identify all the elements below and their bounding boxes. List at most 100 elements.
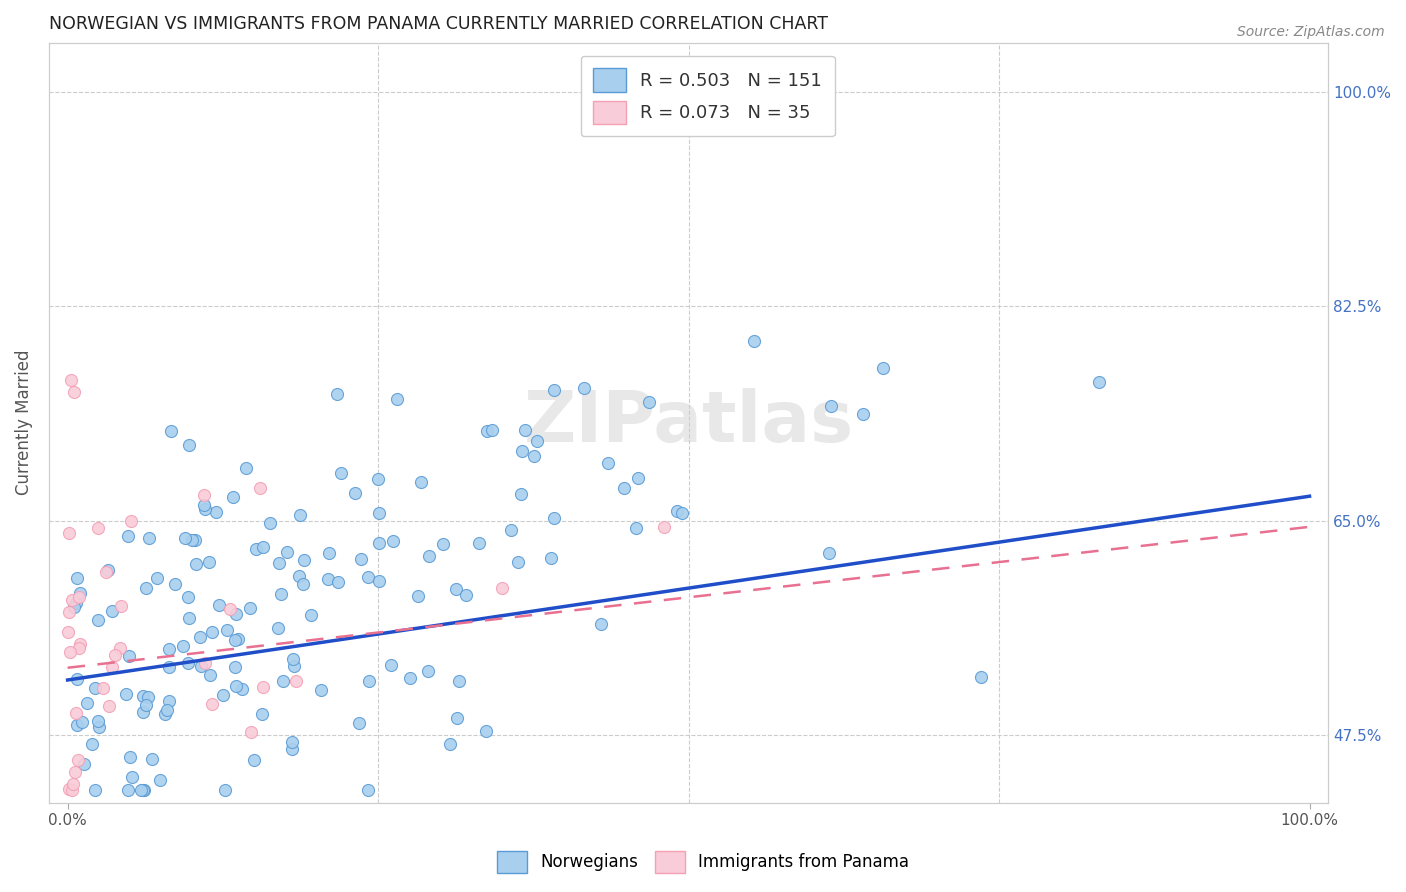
- Point: [329, 466, 352, 480]
- Point: [501, 523, 523, 537]
- Point: [60, 373, 83, 387]
- Point: [66, 753, 89, 767]
- Point: [368, 536, 391, 550]
- Point: [226, 632, 249, 647]
- Point: [83, 783, 105, 797]
- Point: [357, 783, 380, 797]
- Point: [190, 658, 212, 673]
- Point: [292, 553, 315, 567]
- Point: [148, 772, 170, 787]
- Point: [101, 659, 124, 673]
- Point: [94, 565, 117, 579]
- Point: [138, 531, 160, 545]
- Point: [76, 696, 98, 710]
- Point: [222, 490, 245, 504]
- Point: [852, 407, 875, 421]
- Point: [288, 569, 311, 583]
- Point: [367, 472, 389, 486]
- Point: [193, 498, 215, 512]
- Point: [522, 449, 544, 463]
- Point: [110, 599, 132, 614]
- Point: [104, 648, 127, 663]
- Point: [326, 574, 349, 589]
- Point: [267, 621, 290, 635]
- Point: [509, 487, 531, 501]
- Point: [184, 557, 207, 571]
- Point: [224, 660, 246, 674]
- Point: [439, 737, 461, 751]
- Point: [65, 596, 87, 610]
- Point: [177, 590, 200, 604]
- Point: [249, 481, 271, 495]
- Point: [132, 783, 155, 797]
- Point: [444, 582, 467, 596]
- Point: [58, 782, 80, 797]
- Point: [252, 540, 274, 554]
- Point: [350, 552, 373, 566]
- Point: [208, 598, 231, 612]
- Point: [481, 424, 503, 438]
- Point: [368, 574, 391, 588]
- Point: [225, 679, 247, 693]
- Point: [526, 434, 548, 449]
- Point: [56, 625, 79, 640]
- Point: [145, 571, 167, 585]
- Point: [380, 658, 402, 673]
- Point: [467, 535, 489, 549]
- Point: [368, 506, 391, 520]
- Point: [540, 550, 562, 565]
- Point: [87, 613, 110, 627]
- Point: [194, 656, 217, 670]
- Point: [157, 641, 180, 656]
- Point: [357, 570, 380, 584]
- Text: Source: ZipAtlas.com: Source: ZipAtlas.com: [1237, 25, 1385, 39]
- Point: [212, 688, 235, 702]
- Point: [318, 572, 340, 586]
- Point: [156, 703, 179, 717]
- Point: [406, 589, 429, 603]
- Point: [120, 514, 142, 528]
- Point: [120, 750, 142, 764]
- Point: [67, 641, 90, 656]
- Point: [58, 526, 80, 541]
- Point: [506, 555, 529, 569]
- Point: [129, 783, 152, 797]
- Point: [121, 770, 143, 784]
- Point: [165, 577, 187, 591]
- Point: [97, 563, 120, 577]
- Point: [157, 660, 180, 674]
- Legend: Norwegians, Immigrants from Panama: Norwegians, Immigrants from Panama: [491, 845, 915, 880]
- Point: [245, 541, 267, 556]
- Point: [155, 707, 177, 722]
- Point: [159, 424, 181, 438]
- Point: [174, 531, 197, 545]
- Point: [62, 385, 84, 400]
- Point: [70, 715, 93, 730]
- Point: [217, 624, 239, 638]
- Point: [318, 546, 340, 560]
- Point: [65, 706, 87, 720]
- Point: [225, 607, 247, 622]
- Point: [201, 697, 224, 711]
- Point: [67, 590, 90, 604]
- Point: [200, 667, 222, 681]
- Point: [66, 571, 89, 585]
- Point: [572, 381, 595, 395]
- Point: [1088, 375, 1111, 389]
- Y-axis label: Currently Married: Currently Married: [15, 350, 32, 495]
- Point: [269, 556, 291, 570]
- Point: [117, 783, 139, 797]
- Point: [193, 488, 215, 502]
- Point: [66, 672, 89, 686]
- Point: [416, 664, 439, 678]
- Text: NORWEGIAN VS IMMIGRANTS FROM PANAMA CURRENTLY MARRIED CORRELATION CHART: NORWEGIAN VS IMMIGRANTS FROM PANAMA CURR…: [49, 15, 828, 33]
- Point: [250, 706, 273, 721]
- Point: [205, 505, 228, 519]
- Point: [135, 581, 157, 595]
- Point: [214, 783, 236, 797]
- Point: [382, 533, 405, 548]
- Point: [80, 737, 103, 751]
- Point: [101, 604, 124, 618]
- Point: [235, 461, 257, 475]
- Point: [276, 545, 298, 559]
